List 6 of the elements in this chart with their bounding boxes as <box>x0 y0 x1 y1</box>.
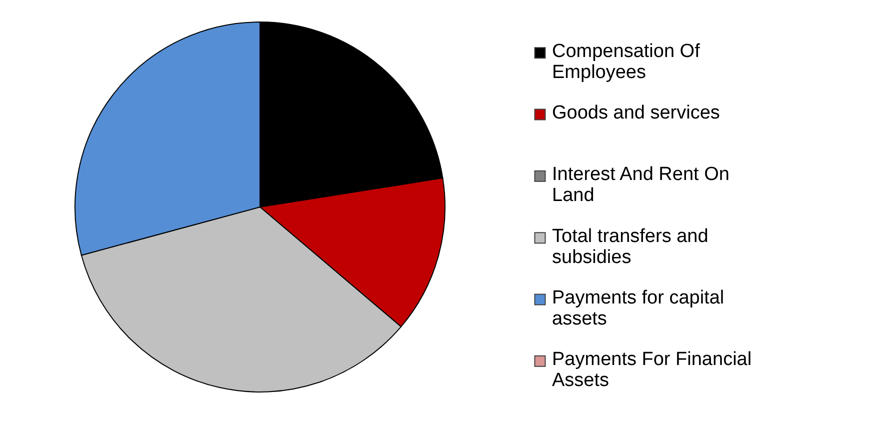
legend-label: Goods and services <box>552 102 720 124</box>
legend-label: Compensation Of Employees <box>552 40 701 83</box>
legend-label: Interest And Rent On Land <box>552 164 730 206</box>
legend-label: Total transfers and subsidies <box>552 226 708 268</box>
legend-label: Payments for capital assets <box>552 288 724 330</box>
legend-label: Payments For Financial Assets <box>552 349 752 392</box>
